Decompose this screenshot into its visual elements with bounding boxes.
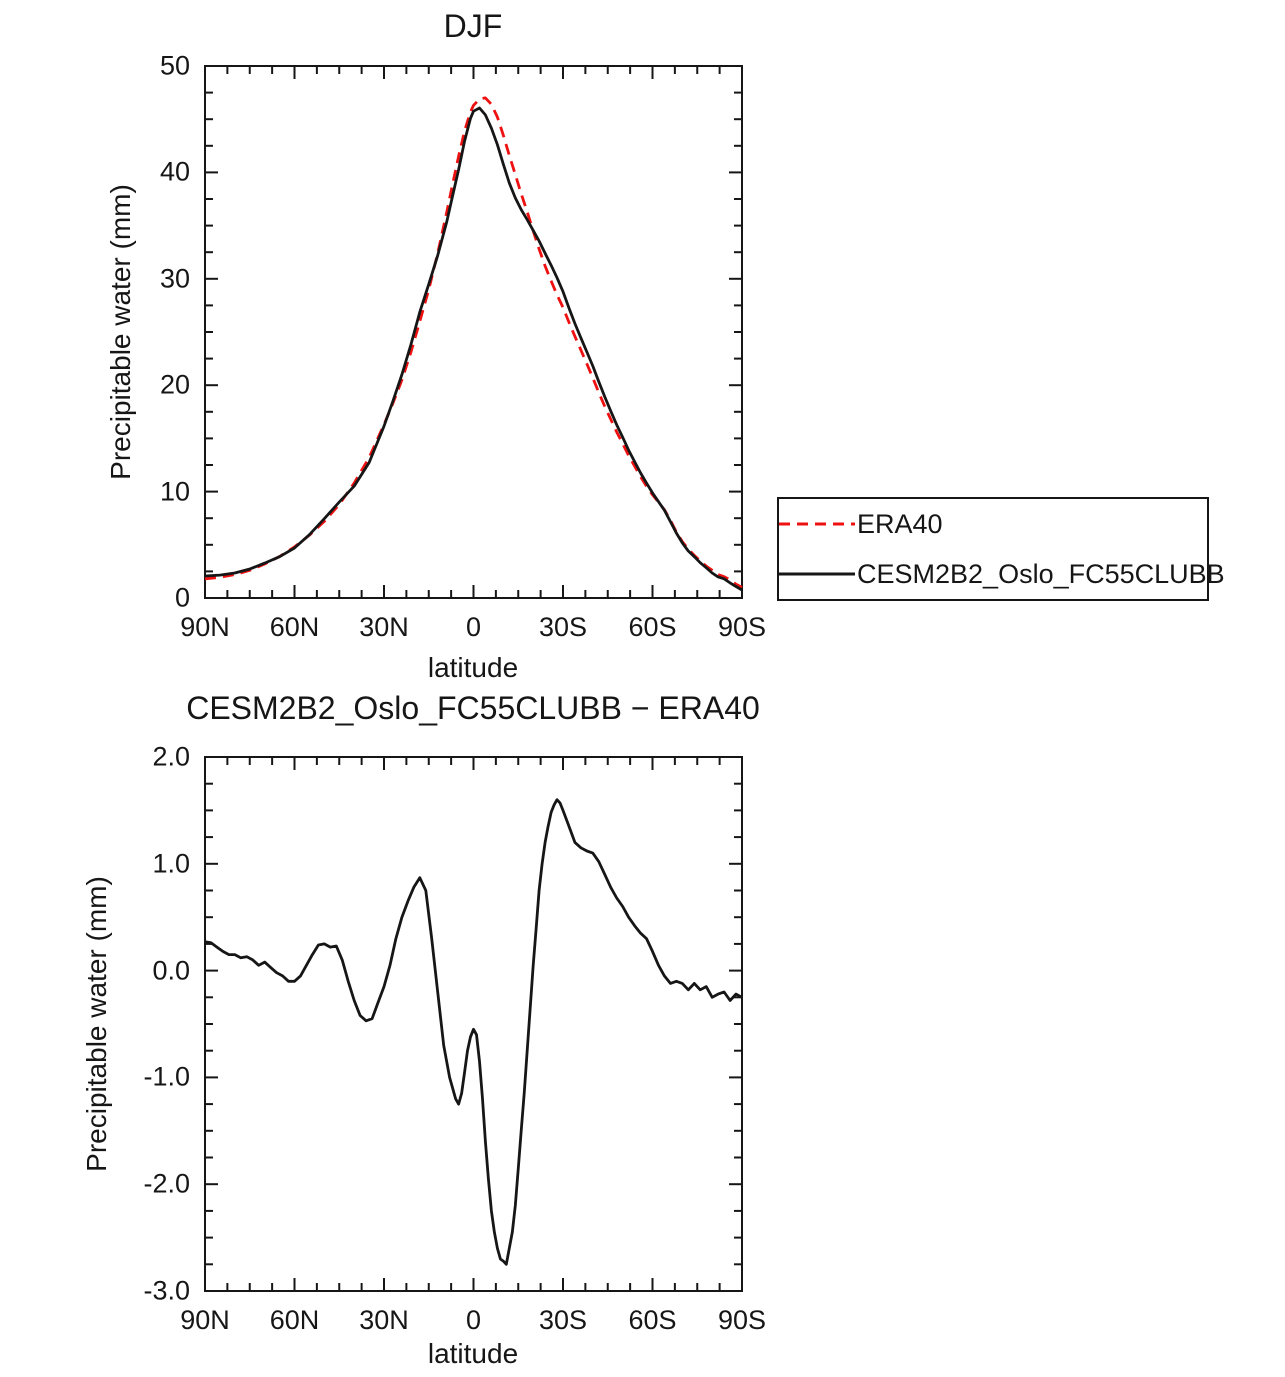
x-tick-label: 30S xyxy=(538,612,588,642)
x-tick-label: 30N xyxy=(359,1305,409,1335)
series-cesm2b2-oslo-fc55clubb xyxy=(204,106,743,592)
legend: ERA40 CESM2B2_Oslo_FC55CLUBB xyxy=(777,497,1225,601)
legend-label-cesm: CESM2B2_Oslo_FC55CLUBB xyxy=(857,558,1225,589)
legend-entry-cesm: CESM2B2_Oslo_FC55CLUBB xyxy=(779,549,1225,599)
y-tick-label: 1.0 xyxy=(152,848,190,879)
top-chart-ylabel: Precipitable water (mm) xyxy=(105,184,136,480)
x-tick-label: 0 xyxy=(465,1305,482,1335)
x-tick-label: 90N xyxy=(180,1305,230,1335)
legend-entry-era40: ERA40 xyxy=(779,499,1207,549)
x-tick-label: 0 xyxy=(465,612,482,642)
y-tick-label: 30 xyxy=(159,263,190,294)
top-chart-title: DJF xyxy=(443,8,503,44)
x-tick-label: 30N xyxy=(359,612,409,642)
x-tick-label: 60N xyxy=(269,1305,320,1335)
y-tick-label: -1.0 xyxy=(143,1061,190,1092)
chart-1-frame xyxy=(204,756,743,1292)
y-tick-label: 40 xyxy=(159,156,190,187)
legend-line-solid-black-icon xyxy=(779,572,855,576)
x-tick-label: 60N xyxy=(269,612,320,642)
y-tick-label: 0.0 xyxy=(152,955,190,986)
y-tick-label: 0 xyxy=(174,582,190,613)
series-cesm2b2-oslo-fc55clubb-minus-era40 xyxy=(204,798,743,1266)
y-tick-label: 20 xyxy=(159,369,190,400)
x-tick-label: 30S xyxy=(538,1305,588,1335)
y-tick-label: 50 xyxy=(159,50,190,81)
legend-line-dashed-red-icon xyxy=(779,522,855,526)
top-chart-xlabel: latitude xyxy=(427,652,519,683)
x-tick-label: 90S xyxy=(717,1305,767,1335)
bottom-chart-title: CESM2B2_Oslo_FC55CLUBB − ERA40 xyxy=(186,690,760,726)
bottom-chart-ylabel: Precipitable water (mm) xyxy=(81,876,112,1172)
chart-0-frame xyxy=(204,65,743,599)
x-tick-label: 60S xyxy=(628,612,677,642)
x-tick-label: 60S xyxy=(628,1305,677,1335)
x-tick-label: 90S xyxy=(717,612,767,642)
y-tick-label: -3.0 xyxy=(143,1275,190,1306)
x-tick-label: 90N xyxy=(180,612,230,642)
y-tick-label: 10 xyxy=(159,476,190,507)
series-era40 xyxy=(204,96,743,589)
legend-label-era40: ERA40 xyxy=(857,508,943,539)
y-tick-label: -2.0 xyxy=(143,1168,190,1199)
bottom-chart-xlabel: latitude xyxy=(427,1338,519,1369)
y-tick-label: 2.0 xyxy=(152,741,190,772)
